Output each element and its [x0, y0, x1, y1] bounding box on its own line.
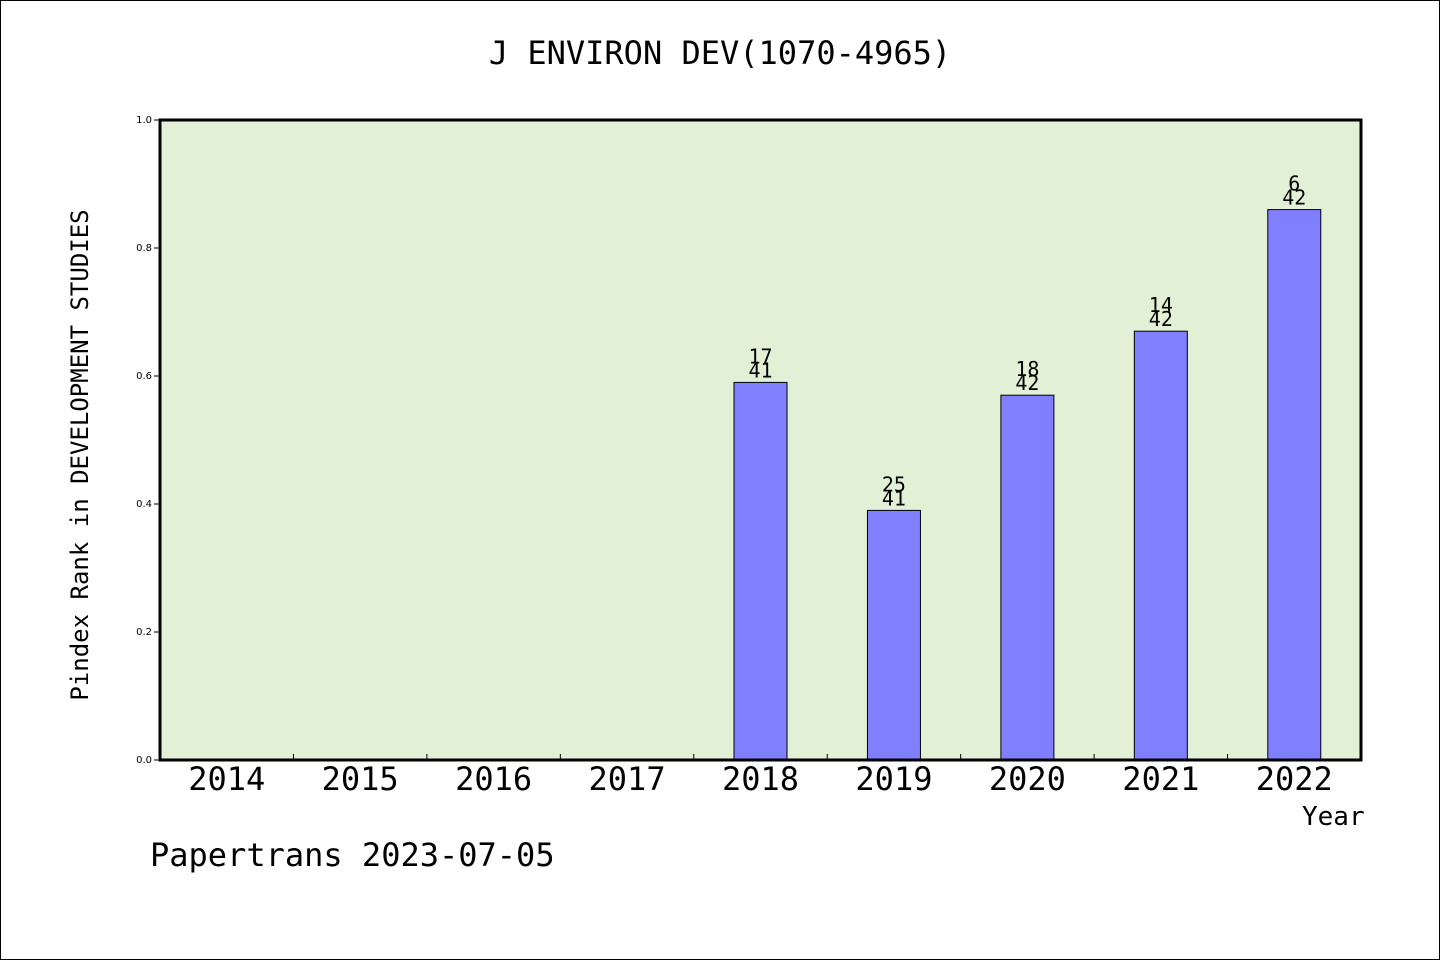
bar-rank-label: 6	[1288, 172, 1300, 196]
y-tick-label: 0.2	[136, 627, 152, 638]
x-tick-label: 2016	[455, 760, 532, 798]
y-tick-label: 1.0	[136, 115, 152, 126]
x-tick-label: 2019	[855, 760, 932, 798]
chart-title: J ENVIRON DEV(1070-4965)	[488, 34, 952, 72]
y-tick-label: 0.6	[136, 371, 152, 382]
bar-2019	[866, 509, 921, 761]
bar-rank-label: 25	[882, 472, 906, 496]
bar-2020	[1000, 394, 1055, 761]
x-tick-label: 2015	[322, 760, 399, 798]
bar-2021	[1133, 330, 1188, 761]
x-tick-label: 2017	[589, 760, 666, 798]
bar-rank-label: 18	[1015, 357, 1039, 381]
x-tick-label: 2021	[1122, 760, 1199, 798]
x-tick-label: 2022	[1256, 760, 1333, 798]
bar-rank-label: 17	[748, 344, 772, 368]
bar-2018	[733, 381, 788, 761]
plot-border	[158, 118, 1363, 762]
bar-total-label: 41	[748, 358, 772, 382]
y-tick-label: 0.4	[136, 499, 152, 510]
bar-total-label: 41	[882, 486, 906, 510]
x-tick-label: 2014	[188, 760, 265, 798]
x-axis-label: Year	[1302, 802, 1365, 832]
y-tick-label: 0.0	[136, 755, 152, 766]
x-tick-label: 2018	[722, 760, 799, 798]
bar-rank-label: 14	[1149, 293, 1173, 317]
y-tick-label: 0.8	[136, 243, 152, 254]
x-tick-label: 2020	[989, 760, 1066, 798]
bar-total-label: 42	[1282, 186, 1306, 210]
footer-credit: Papertrans 2023-07-05	[150, 836, 555, 874]
bar-total-label: 42	[1015, 371, 1039, 395]
bar-total-label: 42	[1149, 307, 1173, 331]
bar-2022	[1267, 209, 1322, 761]
